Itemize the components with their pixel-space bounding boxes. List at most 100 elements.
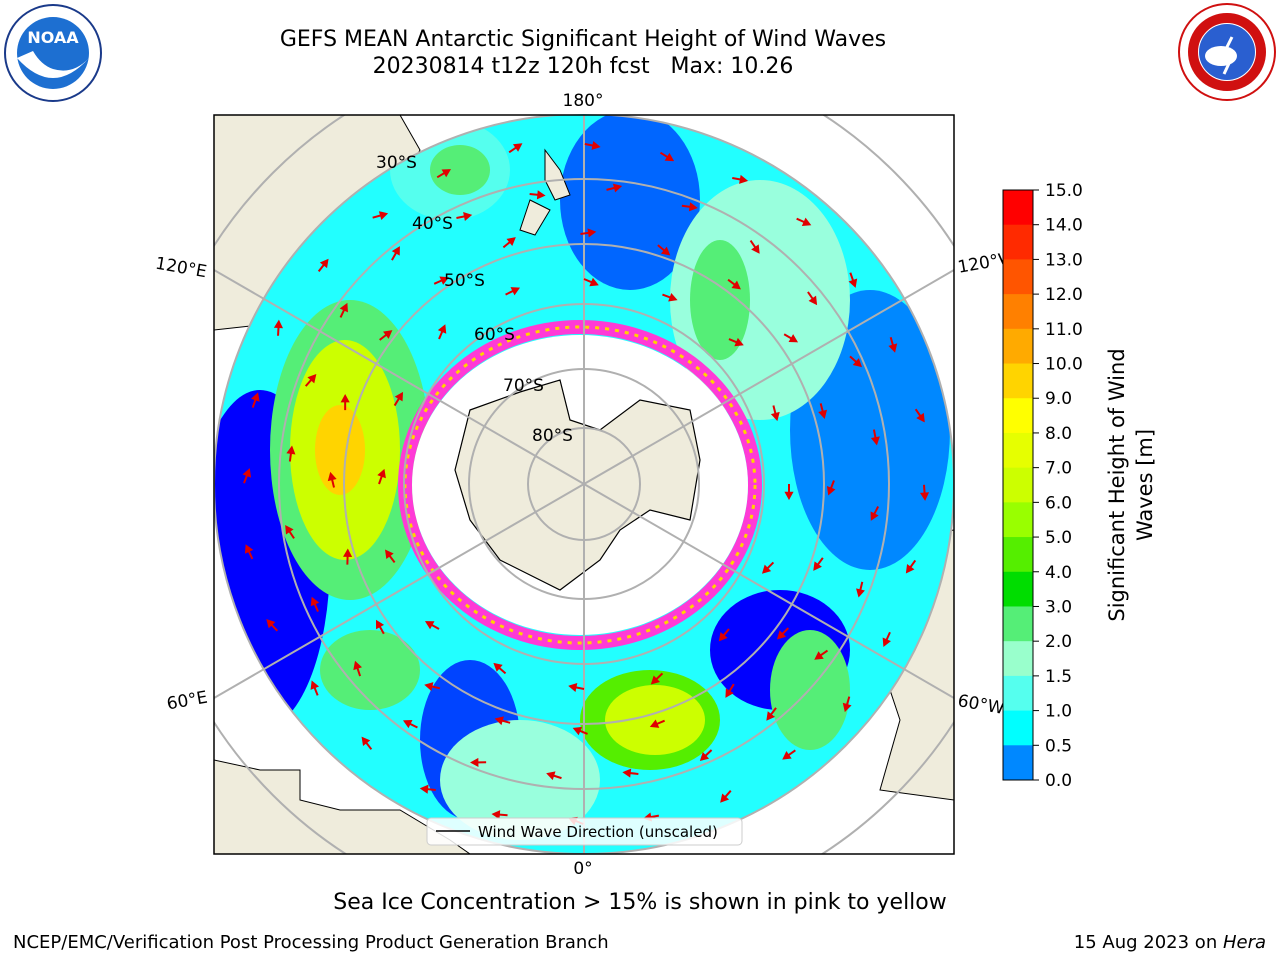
- colorbar-label-line1: Significant Height of Wind: [1105, 348, 1129, 621]
- colorbar-segment: [1003, 398, 1033, 434]
- colorbar-tick-label: 0.0: [1045, 771, 1072, 791]
- colorbar-tick-label: 6.0: [1045, 493, 1072, 513]
- wind-arrow-head: [361, 736, 371, 746]
- wind-arrow-head: [568, 683, 578, 692]
- map-legend: Wind Wave Direction (unscaled): [426, 817, 743, 846]
- wind-arrow-head: [506, 237, 516, 246]
- colorbar-segment: [1003, 710, 1033, 746]
- land-new-zealand: [519, 148, 571, 236]
- wind-arrow-head: [437, 324, 447, 334]
- colorbar-tick-label: 7.0: [1045, 459, 1072, 479]
- chart-title: GEFS MEAN Antarctic Significant Height o…: [279, 27, 887, 52]
- wind-arrow-head: [852, 358, 863, 368]
- wind-arrow-head: [784, 491, 794, 501]
- wind-arrow-head: [731, 280, 741, 290]
- land-antarctica: [454, 379, 701, 591]
- colorbar-segment: [1003, 502, 1033, 538]
- noaa-logo-text: NOAA: [27, 28, 79, 47]
- wind-arrow-head: [285, 524, 294, 535]
- parallel-label-60s: 60°S: [474, 325, 515, 345]
- map-frame: [213, 114, 955, 855]
- parallel-label-30s: 30°S: [376, 153, 417, 173]
- colorbar-segment: [1003, 606, 1033, 642]
- meridian-label-60e: 60°E: [165, 688, 209, 715]
- colorbar-segment: [1003, 294, 1033, 330]
- colorbar-segment: [1003, 537, 1033, 573]
- wind-arrow-head: [814, 651, 824, 660]
- wind-arrow-head: [319, 258, 329, 269]
- wind-arrow-head: [424, 621, 435, 630]
- colorbar-tick-label: 12.0: [1045, 285, 1083, 305]
- colorbar-segment: [1003, 224, 1033, 260]
- wind-arrow-head: [307, 374, 317, 384]
- wave-moderate-zone: [320, 630, 420, 710]
- meridian-label-120e: 120°E: [154, 254, 208, 283]
- wind-arrow-head: [339, 302, 348, 313]
- meridian-label-180: 180°: [563, 91, 604, 111]
- colorbar-segment: [1003, 432, 1033, 469]
- wind-arrow-head: [419, 784, 429, 794]
- wind-arrow-head: [870, 511, 879, 521]
- wind-arrow-head: [842, 702, 852, 713]
- footer-date-text: 15 Aug 2023 on: [1073, 932, 1223, 953]
- wind-arrow-head: [870, 436, 880, 446]
- colorbar-segment: [1003, 259, 1033, 295]
- colorbar-tick-label: 8.0: [1045, 424, 1072, 444]
- chart-subtitle: 20230814 t12z 120h fcst Max: 10.26: [372, 54, 794, 79]
- wind-arrow-head: [848, 278, 858, 288]
- colorbar: 15.0 14.0 13.0 12.0 11.0 10.0 9.0 8.0 7.0 6.0 5.0 4…: [1003, 181, 1083, 791]
- wind-arrow-head: [266, 619, 276, 629]
- wind-arrow-head: [310, 680, 320, 690]
- wind-arrow-head: [919, 492, 930, 501]
- wind-arrow-head: [788, 334, 799, 343]
- wind-arrow-head: [286, 445, 296, 455]
- wind-arrow-head: [402, 719, 413, 729]
- sea-ice-caption: Sea Ice Concentration > 15% is shown in …: [333, 890, 947, 915]
- colorbar-tick-label: 3.0: [1045, 597, 1072, 617]
- wind-arrow-head: [660, 246, 671, 256]
- footer-machine-name: Hera: [1222, 932, 1266, 953]
- footer-credit: NCEP/EMC/Verification Post Processing Pr…: [13, 932, 609, 953]
- colorbar-segment: [1003, 190, 1033, 226]
- graticule: [214, 115, 954, 854]
- colorbar-tick-label: 1.0: [1045, 702, 1072, 722]
- colorbar-tick-label: 15.0: [1045, 181, 1083, 201]
- colorbar-segment: [1003, 745, 1033, 781]
- wind-arrow-head: [622, 768, 632, 778]
- wind-arrow-head: [720, 793, 730, 803]
- wind-arrow-head: [808, 295, 818, 306]
- wind-arrow-head: [310, 596, 320, 607]
- wind-arrow-head: [612, 183, 623, 193]
- wind-arrow-head: [916, 412, 925, 423]
- wind-arrow-head: [572, 726, 583, 736]
- wind-arrow-head: [668, 292, 678, 302]
- colorbar-tick-label: 11.0: [1045, 320, 1083, 340]
- colorbar-tick-label: 0.5: [1045, 736, 1072, 756]
- colorbar-tick-label: 13.0: [1045, 250, 1083, 270]
- wind-arrow-head: [353, 660, 362, 671]
- colorbar-label-line2: Waves [m]: [1133, 429, 1157, 541]
- wind-arrow-head: [536, 190, 546, 200]
- colorbar-segment: [1003, 363, 1033, 399]
- colorbar-tick-label: 9.0: [1045, 389, 1072, 409]
- wind-arrow-head: [776, 630, 787, 640]
- wind-arrow-head: [424, 682, 434, 692]
- wind-arrow-head: [470, 757, 479, 767]
- wind-arrow-head: [826, 486, 836, 496]
- wind-arrow-head: [589, 277, 599, 287]
- colorbar-tick-label: 14.0: [1045, 216, 1083, 236]
- wind-arrow-head: [493, 662, 503, 672]
- wind-arrow-head: [699, 751, 710, 762]
- wind-arrow-head: [384, 549, 394, 559]
- wind-arrow-head: [770, 411, 780, 422]
- meridian-label-60w: 60°W: [956, 691, 1006, 719]
- wind-arrow-head: [327, 471, 337, 482]
- wind-arrow-head: [340, 394, 350, 403]
- wave-moderate-zone: [430, 145, 490, 195]
- colorbar-segment: [1003, 467, 1033, 503]
- wave-peak-zone: [315, 405, 365, 495]
- wind-arrow-head: [391, 246, 400, 256]
- wind-arrow-head: [882, 637, 891, 647]
- wind-arrow-head: [377, 468, 386, 479]
- map-legend-label: Wind Wave Direction (unscaled): [478, 823, 718, 841]
